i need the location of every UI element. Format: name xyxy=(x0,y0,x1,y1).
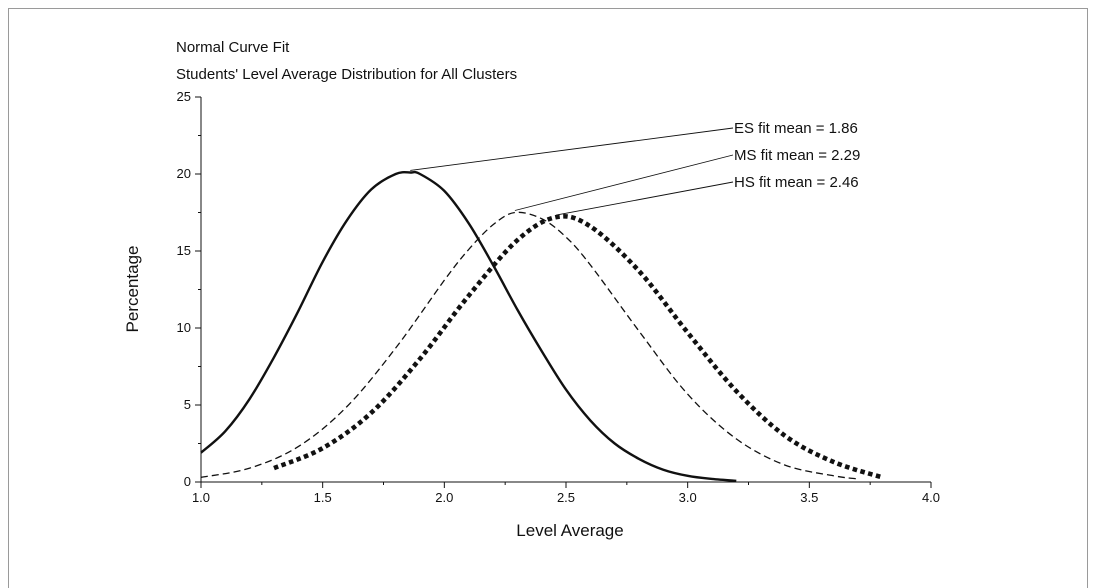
callout-label: ES fit mean = 1.86 xyxy=(734,120,858,137)
chart-subtitle: Students' Level Average Distribution for… xyxy=(176,66,517,83)
x-tick-label: 4.0 xyxy=(922,490,940,505)
callout-line xyxy=(514,154,734,211)
y-ticks: 0 5 10 15 20 25 xyxy=(177,89,201,489)
x-axis-label: Level Average xyxy=(516,521,623,540)
y-tick-label: 25 xyxy=(177,89,191,104)
series-es-curve xyxy=(200,170,737,482)
callout-line xyxy=(410,127,734,171)
y-axis: 0 5 10 15 20 25 xyxy=(177,89,202,489)
x-tick-label: 1.0 xyxy=(192,490,210,505)
figure-frame xyxy=(8,8,1088,588)
chart-title: Normal Curve Fit xyxy=(176,39,290,56)
y-axis-label: Percentage xyxy=(123,246,142,333)
x-tick-label: 2.0 xyxy=(435,490,453,505)
callout-layer: ES fit mean = 1.86 MS fit mean = 2.29 HS f… xyxy=(410,120,860,216)
x-tick-label: 3.5 xyxy=(800,490,818,505)
y-tick-label: 5 xyxy=(184,397,191,412)
x-ticks: 1.0 1.5 2.0 2.5 3.0 3.5 4.0 xyxy=(192,482,940,505)
series-layer xyxy=(200,170,884,482)
y-tick-label: 15 xyxy=(177,243,191,258)
callout-label: HS fit mean = 2.46 xyxy=(734,174,859,191)
y-tick-label: 0 xyxy=(184,474,191,489)
x-tick-label: 3.0 xyxy=(679,490,697,505)
x-axis: 1.0 1.5 2.0 2.5 3.0 3.5 4.0 xyxy=(192,481,940,505)
y-tick-label: 10 xyxy=(177,320,191,335)
y-tick-label: 20 xyxy=(177,166,191,181)
callout-line xyxy=(556,181,734,216)
x-tick-label: 2.5 xyxy=(557,490,575,505)
callout-label: MS fit mean = 2.29 xyxy=(734,147,860,164)
series-ms-curve xyxy=(200,211,859,480)
x-tick-label: 1.5 xyxy=(314,490,332,505)
series-hs-curve xyxy=(273,214,884,480)
